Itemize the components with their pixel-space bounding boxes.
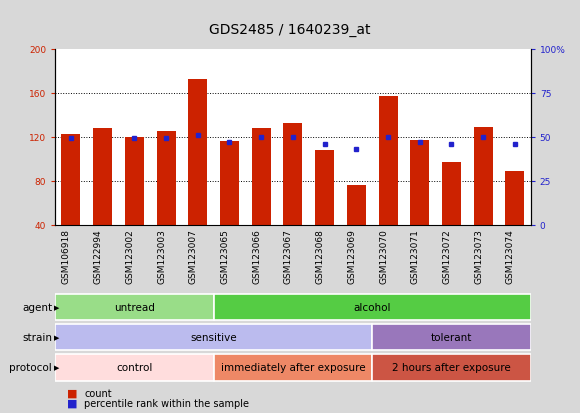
Text: ▶: ▶	[54, 365, 59, 370]
Text: count: count	[84, 388, 112, 398]
Bar	[93, 128, 112, 225]
Bar	[372, 354, 531, 381]
Text: ■: ■	[67, 388, 77, 398]
Bar	[505, 171, 524, 225]
Bar	[474, 128, 492, 225]
Text: ■: ■	[67, 398, 77, 408]
Bar	[284, 124, 302, 225]
Text: GSM123065: GSM123065	[220, 228, 230, 283]
Bar	[188, 80, 207, 225]
Text: untread: untread	[114, 302, 155, 312]
Text: GSM123002: GSM123002	[125, 228, 135, 283]
Text: strain: strain	[22, 332, 52, 342]
Text: immediately after exposure: immediately after exposure	[220, 363, 365, 373]
Bar	[125, 138, 144, 225]
Bar	[372, 325, 531, 350]
Text: GSM123069: GSM123069	[347, 228, 356, 283]
Text: GSM122994: GSM122994	[93, 228, 103, 283]
Bar	[410, 140, 429, 225]
Text: GSM123074: GSM123074	[506, 228, 515, 283]
Bar	[55, 354, 213, 381]
Text: GSM123073: GSM123073	[474, 228, 483, 283]
Text: GSM106918: GSM106918	[62, 228, 71, 283]
Text: GSM123007: GSM123007	[188, 228, 198, 283]
Bar	[347, 185, 366, 225]
Text: GSM123072: GSM123072	[443, 228, 451, 283]
Text: sensitive: sensitive	[190, 332, 237, 342]
Bar	[213, 354, 372, 381]
Bar	[442, 163, 461, 225]
Text: percentile rank within the sample: percentile rank within the sample	[84, 398, 249, 408]
Text: GDS2485 / 1640239_at: GDS2485 / 1640239_at	[209, 23, 371, 37]
Bar	[379, 97, 397, 225]
Text: GSM123071: GSM123071	[411, 228, 420, 283]
Text: agent: agent	[22, 302, 52, 312]
Text: GSM123066: GSM123066	[252, 228, 261, 283]
Text: alcohol: alcohol	[353, 302, 391, 312]
Text: ▶: ▶	[54, 335, 59, 340]
Text: ▶: ▶	[54, 304, 59, 310]
Text: GSM123003: GSM123003	[157, 228, 166, 283]
Bar	[220, 142, 239, 225]
Text: GSM123068: GSM123068	[316, 228, 325, 283]
Bar	[213, 294, 531, 320]
Text: 2 hours after exposure: 2 hours after exposure	[392, 363, 511, 373]
Text: protocol: protocol	[9, 363, 52, 373]
Bar	[55, 325, 372, 350]
Bar	[55, 294, 213, 320]
Bar	[61, 135, 81, 225]
Text: tolerant: tolerant	[431, 332, 472, 342]
Bar	[315, 150, 334, 225]
Bar	[252, 128, 271, 225]
Text: GSM123067: GSM123067	[284, 228, 293, 283]
Text: GSM123070: GSM123070	[379, 228, 388, 283]
Text: control: control	[116, 363, 153, 373]
Bar	[157, 132, 176, 225]
